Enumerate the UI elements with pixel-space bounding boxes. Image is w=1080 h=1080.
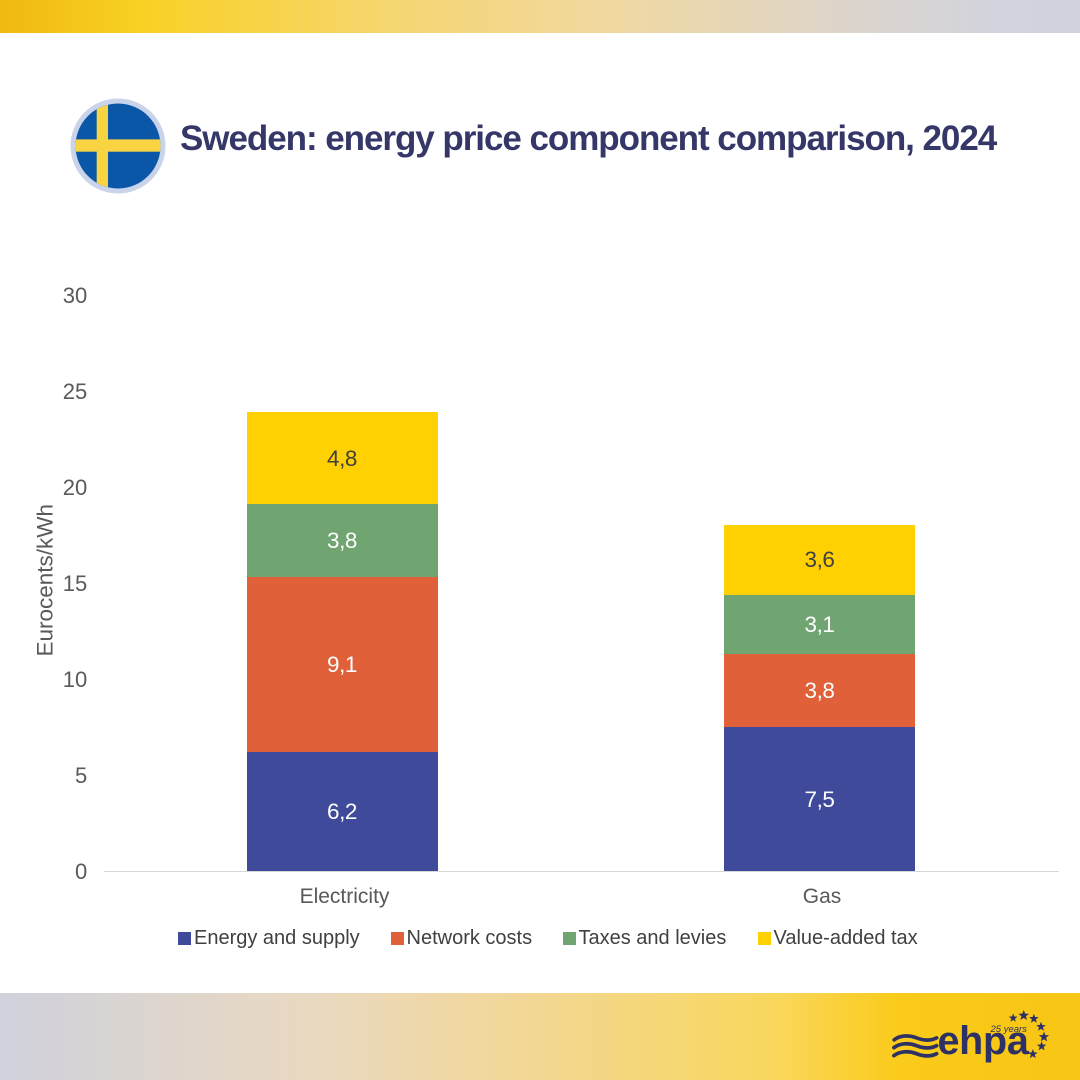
svg-text:ehpa: ehpa — [938, 1019, 1030, 1063]
svg-text:25 years: 25 years — [990, 1024, 1028, 1035]
